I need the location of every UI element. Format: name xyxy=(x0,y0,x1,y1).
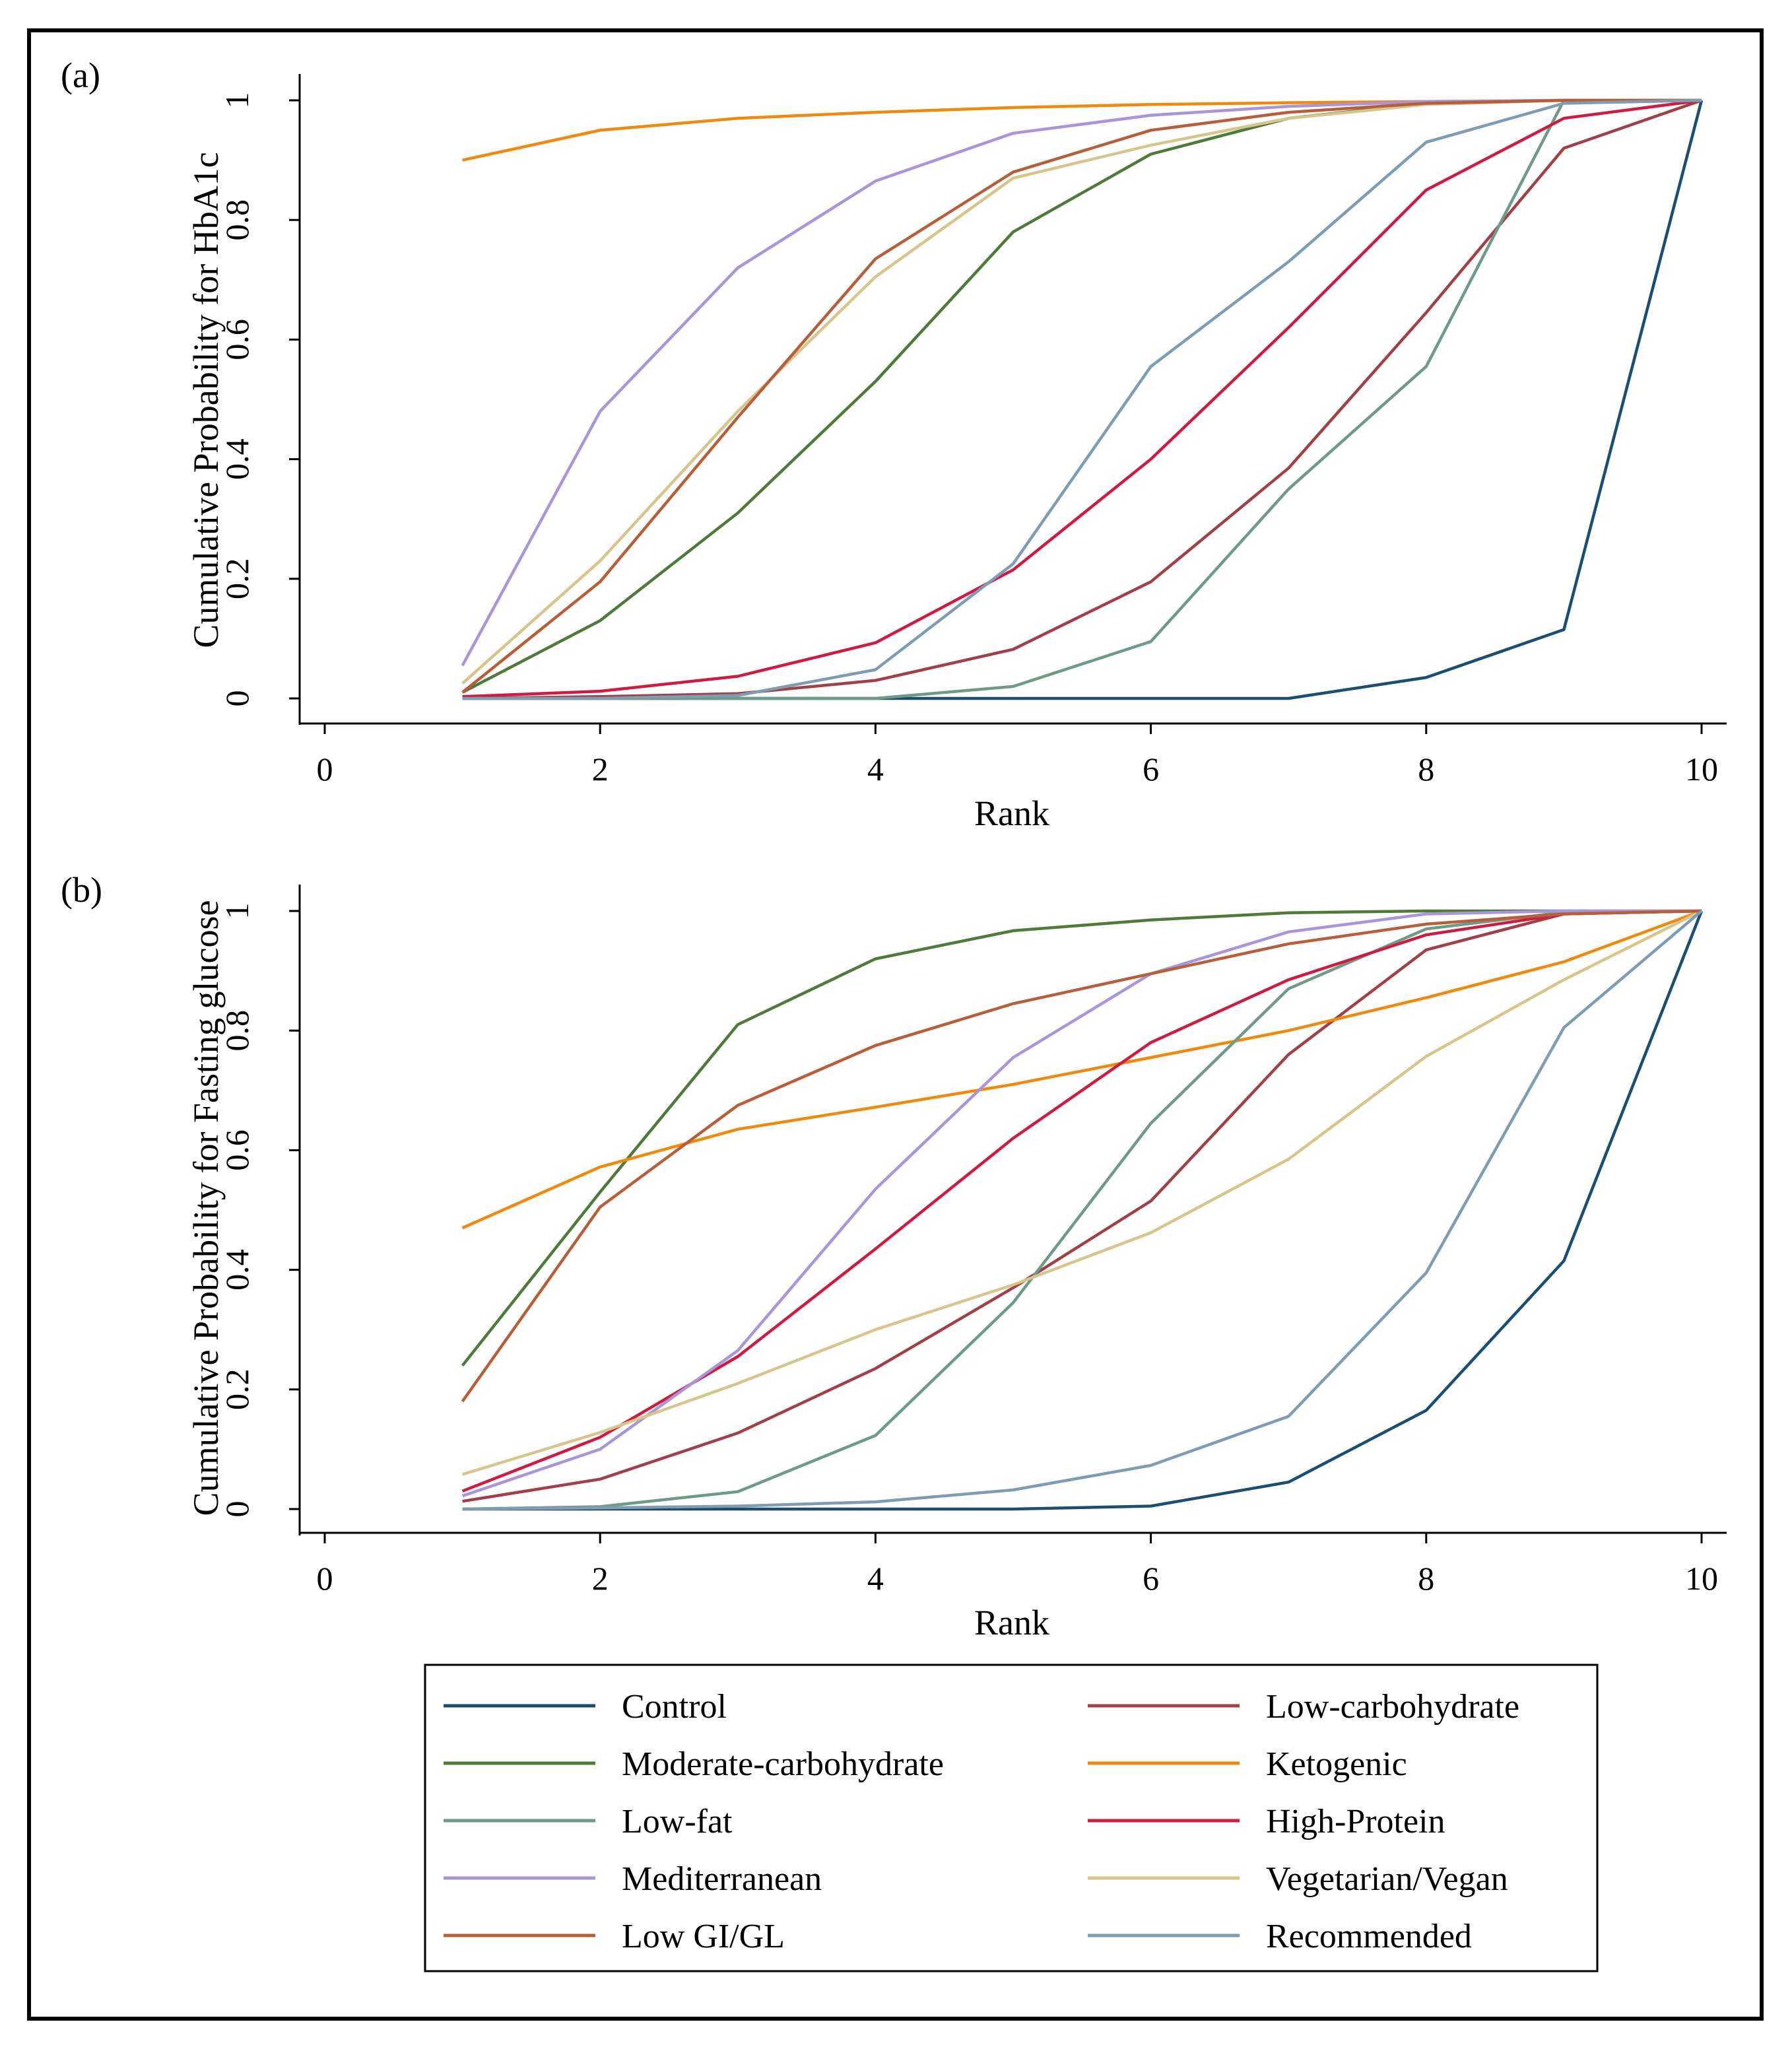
legend-box xyxy=(424,1664,1599,1972)
panel-b-y-tick-label: 0.8 xyxy=(218,1010,255,1052)
panel-b-series-ketogenic xyxy=(461,909,1702,1230)
panel-a-x-tick-label: 6 xyxy=(1143,751,1159,788)
legend-label: Moderate-carbohydrate xyxy=(622,1745,944,1783)
panel-a-y-tick-label: 0.6 xyxy=(218,319,255,360)
panel-a-x-tick-label: 4 xyxy=(867,751,884,788)
panel-b-series-vegetarian-vegan xyxy=(461,909,1703,1476)
panel-b-y-tick-label: 0.6 xyxy=(218,1129,255,1171)
panel-a-y-tick-label: 0.4 xyxy=(218,438,255,480)
legend-label: Control xyxy=(622,1688,727,1726)
panel-a-y-tick-label: 0.2 xyxy=(218,558,255,600)
panel-b-y-tick-label: 0 xyxy=(218,1501,255,1518)
panel-a-x-tick-label: 2 xyxy=(592,751,609,788)
panel-b-x-tick-label: 6 xyxy=(1143,1560,1159,1597)
legend-label: Vegetarian/Vegan xyxy=(1266,1860,1508,1898)
legend-item-low-fat: Low-fat xyxy=(444,1803,733,1840)
legend-item-low-carbohydrate: Low-carbohydrate xyxy=(1088,1688,1519,1726)
panel-b-y-tick-label: 0.4 xyxy=(218,1249,255,1291)
panel-a-series-recommended xyxy=(462,98,1702,700)
panel-b-x-tick-label: 4 xyxy=(867,1560,884,1597)
legend-label: Mediterranean xyxy=(622,1860,822,1898)
panel-b-y-axis-title: Cumulative Probability for Fasting gluco… xyxy=(186,900,226,1516)
panel-b-series-low-carbohydrate xyxy=(462,909,1702,1503)
panel-b-y-tick-label: 1 xyxy=(218,903,255,920)
panel-a-x-tick-label: 10 xyxy=(1685,751,1718,788)
panel-a-series-high-protein xyxy=(462,98,1702,698)
panel-b-x-tick-label: 0 xyxy=(317,1560,333,1597)
panel-b-fasting-glucose: (b) Cumulative Probability for Fasting g… xyxy=(61,870,1727,1642)
panel-a-x-tick-label: 0 xyxy=(317,751,333,788)
panel-a-label: (a) xyxy=(61,55,100,95)
legend-label: High-Protein xyxy=(1266,1803,1445,1840)
panel-b-x-axis-title: Rank xyxy=(974,1603,1049,1642)
legend-item-high-protein: High-Protein xyxy=(1088,1803,1445,1840)
panel-a-y-tick-label: 0 xyxy=(218,690,255,707)
legend: Control Low-carbohydrate Moderate-carbohyd… xyxy=(424,1664,1599,1972)
panel-b-series-low-gi-gl xyxy=(461,909,1702,1403)
panel-a-y-tick-label: 0.8 xyxy=(218,199,255,241)
panel-b-background xyxy=(53,845,1739,1624)
panel-a-series-low-gi-gl xyxy=(461,98,1702,694)
panel-a-y-tick-label: 1 xyxy=(218,92,255,109)
legend-item-mediterranean: Mediterranean xyxy=(444,1860,822,1898)
panel-a-hba1c: (a) Cumulative Probability for HbA1c Ran… xyxy=(61,55,1727,833)
legend-item-ketogenic: Ketogenic xyxy=(1088,1745,1407,1783)
legend-label: Ketogenic xyxy=(1266,1745,1407,1783)
legend-item-moderate-carbohydrate: Moderate-carbohydrate xyxy=(444,1745,944,1783)
legend-item-vegetarian-vegan: Vegetarian/Vegan xyxy=(1088,1860,1508,1898)
legend-item-low-gi-gl: Low GI/GL xyxy=(444,1918,785,1955)
panel-b-series-mediterranean xyxy=(461,909,1702,1498)
panel-b-series-control xyxy=(462,910,1704,1511)
panel-b-series-recommended xyxy=(462,910,1703,1511)
legend-label: Low GI/GL xyxy=(622,1918,785,1955)
legend-label: Low-carbohydrate xyxy=(1266,1688,1519,1726)
legend-item-recommended: Recommended xyxy=(1088,1918,1472,1955)
panel-a-y-axis-title: Cumulative Probability for HbA1c xyxy=(186,152,226,648)
panel-b-x-tick-label: 8 xyxy=(1418,1560,1434,1597)
legend-label: Low-fat xyxy=(622,1803,733,1840)
panel-b-series-high-protein xyxy=(461,909,1702,1493)
legend-label: Recommended xyxy=(1266,1918,1472,1955)
panel-b-label: (b) xyxy=(61,870,102,910)
panel-b-x-tick-label: 2 xyxy=(592,1560,609,1597)
legend-item-control: Control xyxy=(444,1688,727,1726)
panel-a-background xyxy=(53,53,1739,830)
panel-b-x-tick-label: 10 xyxy=(1685,1560,1718,1597)
panel-b-y-tick-label: 0.2 xyxy=(218,1369,255,1411)
panel-a-x-tick-label: 8 xyxy=(1418,751,1434,788)
figure-border xyxy=(27,28,1764,2021)
panel-a-x-axis-title: Rank xyxy=(974,793,1049,833)
panel-b-series-low-fat xyxy=(462,909,1702,1511)
